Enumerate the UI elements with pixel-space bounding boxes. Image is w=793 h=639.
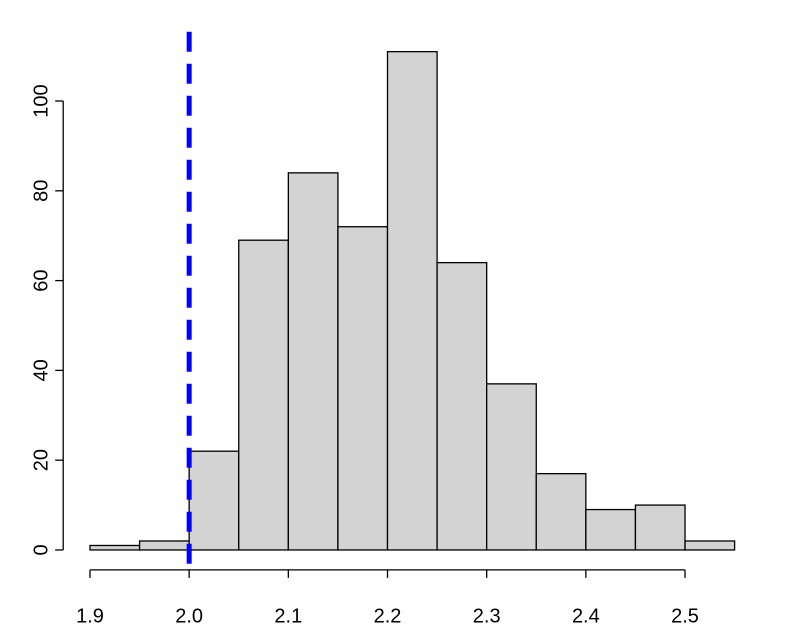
x-tick-label: 1.9 <box>76 605 104 627</box>
y-tick-label: 40 <box>30 359 52 381</box>
bar <box>188 450 240 551</box>
bar <box>89 544 141 551</box>
bar <box>287 172 339 551</box>
x-tick-label: 2.5 <box>671 605 699 627</box>
x-tick-label: 2.0 <box>175 605 203 627</box>
y-tick-label: 20 <box>30 449 52 471</box>
x-tick-label: 2.1 <box>274 605 302 627</box>
bar <box>337 226 389 551</box>
x-tick-label: 2.2 <box>374 605 402 627</box>
y-tick-label: 100 <box>30 84 52 117</box>
bar <box>138 540 190 551</box>
x-tick-label: 2.4 <box>572 605 600 627</box>
y-tick-label: 0 <box>30 544 52 555</box>
bar <box>486 383 537 551</box>
y-tick-label: 80 <box>30 180 52 202</box>
y-tick-label: 60 <box>30 269 52 291</box>
bar <box>684 540 736 551</box>
bar <box>585 508 637 551</box>
bar <box>386 50 438 551</box>
bar <box>634 504 686 551</box>
x-tick-label: 2.3 <box>473 605 501 627</box>
bar <box>238 239 289 551</box>
bar <box>436 261 488 551</box>
bar <box>535 472 587 551</box>
